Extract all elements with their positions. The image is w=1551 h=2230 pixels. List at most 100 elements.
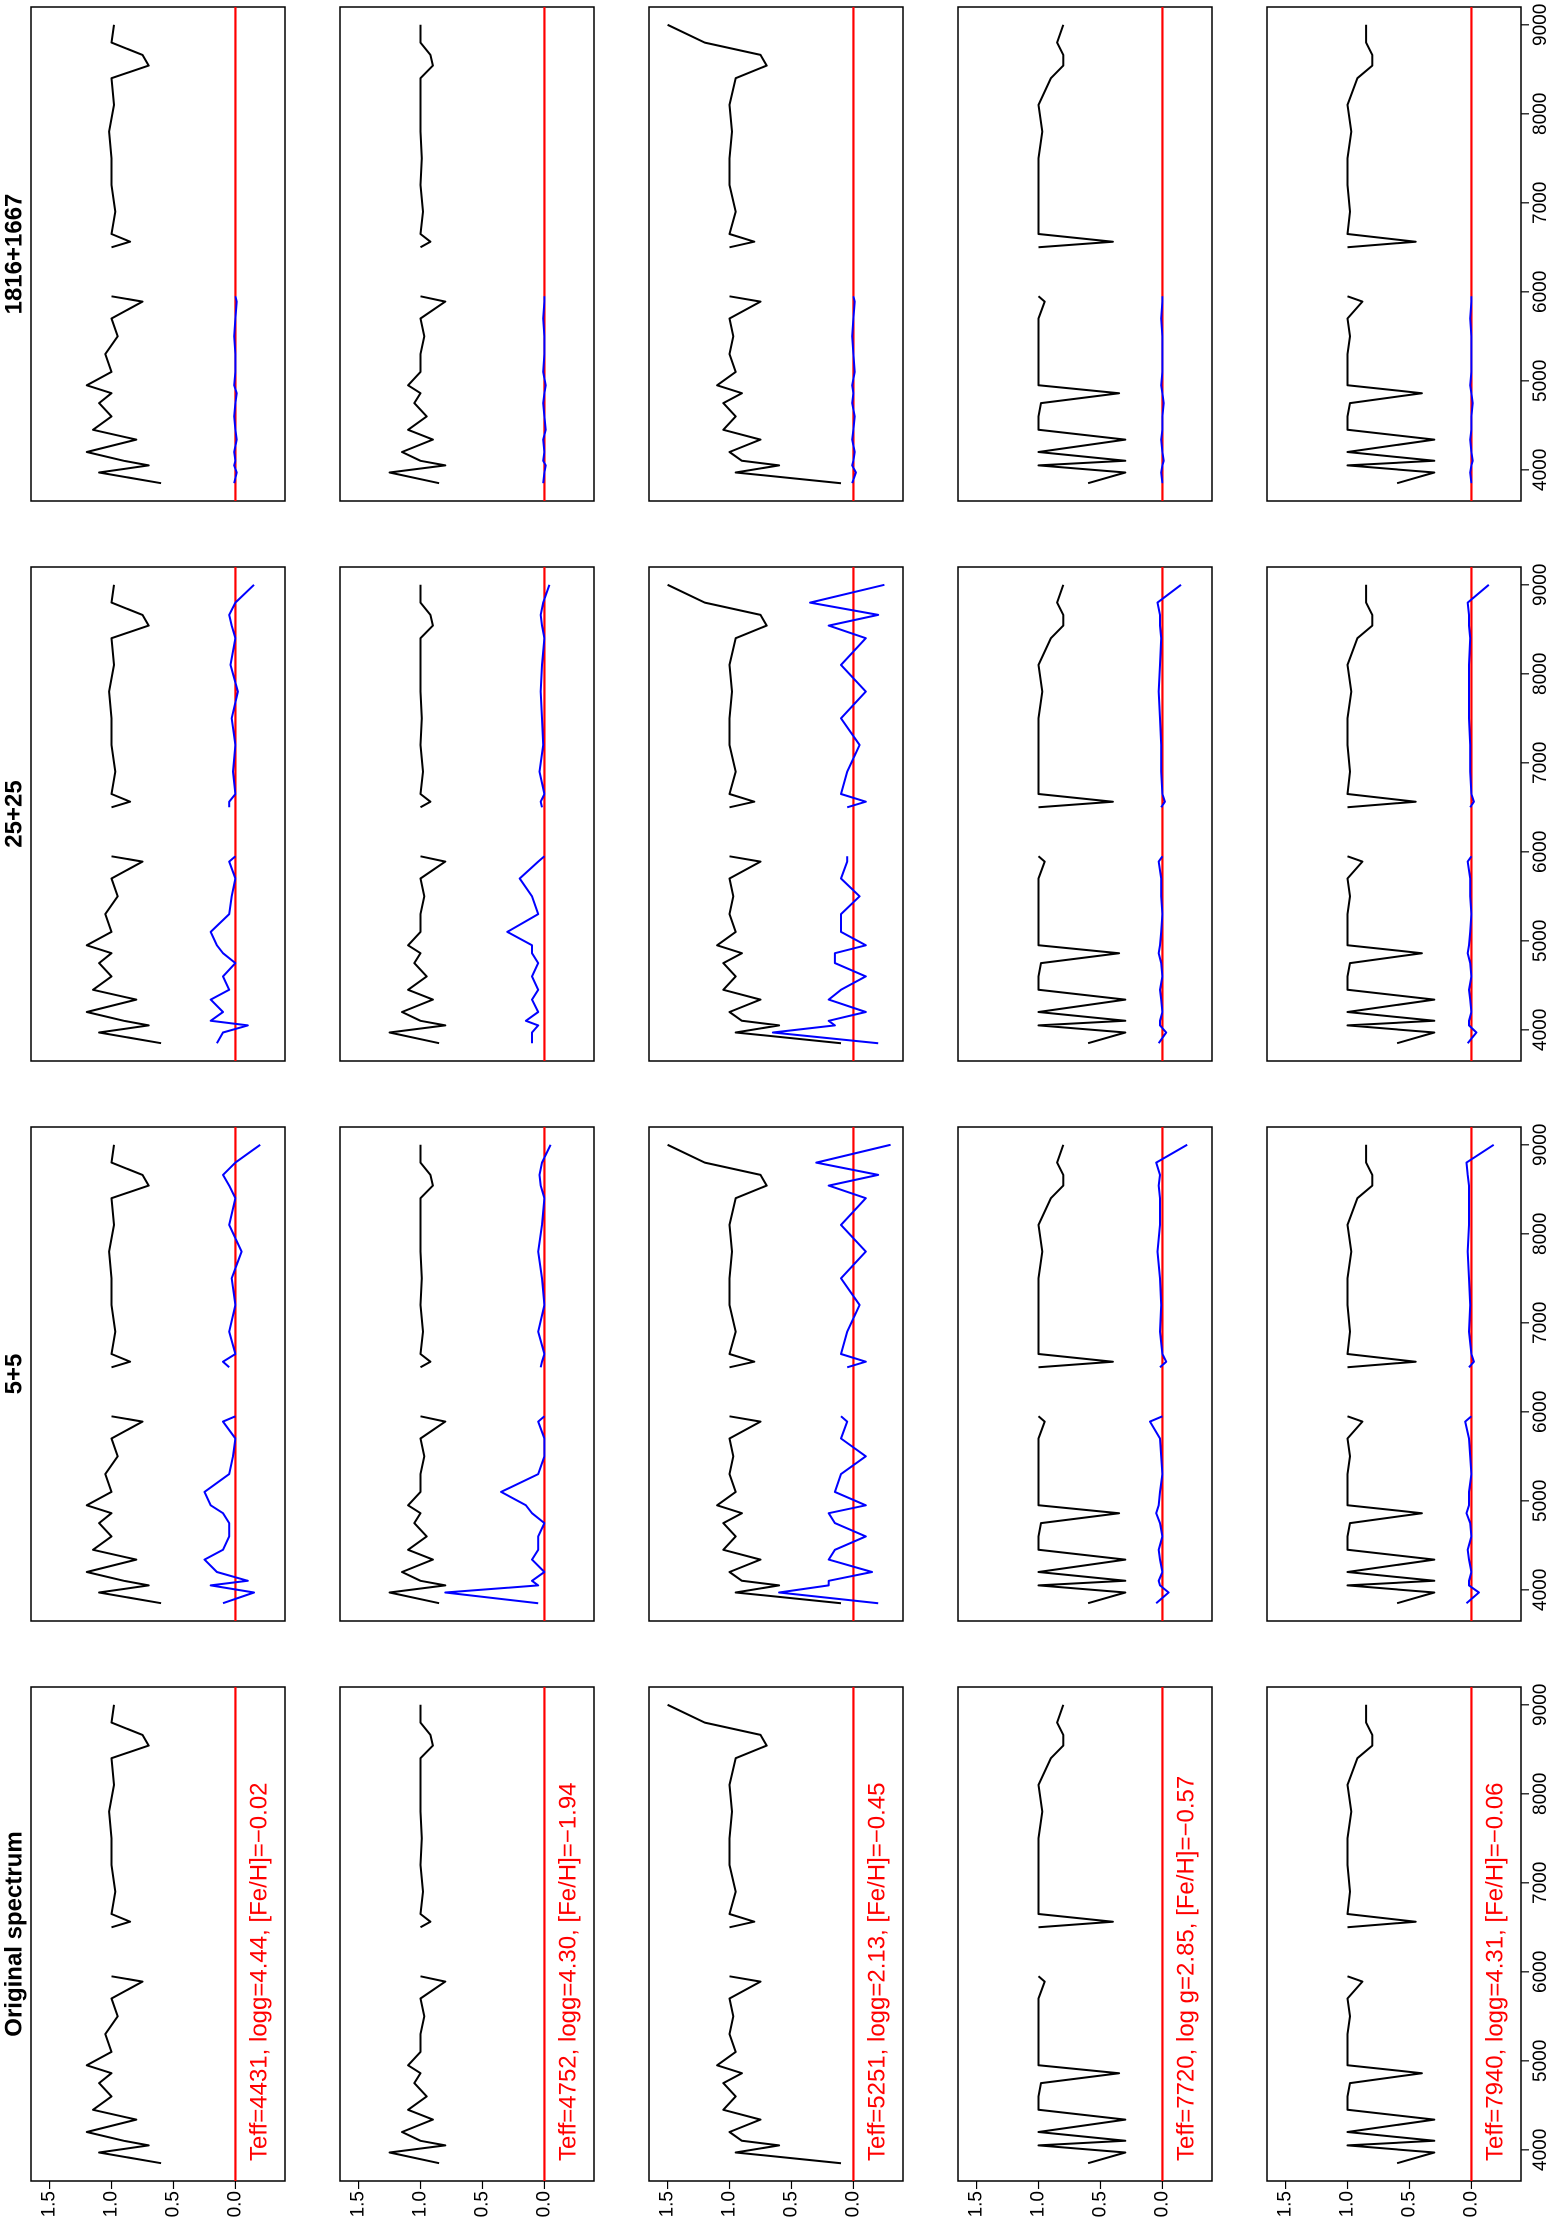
residual-line (1160, 296, 1165, 484)
x-tick-label: 8000 (1530, 1213, 1551, 1255)
residual-line (233, 296, 238, 484)
spectrum-line (1346, 24, 1436, 485)
panel-frame (648, 1686, 904, 2182)
panel (339, 566, 595, 1062)
y-tick-label: 1.5 (348, 2191, 369, 2217)
panel (648, 566, 904, 1062)
y-tick-label: 1.5 (39, 2191, 60, 2217)
residual-line (1466, 584, 1490, 1044)
panel (957, 1126, 1213, 1622)
spectrum-line (388, 1144, 447, 1605)
parameter-label: Teff=7940, logg=4.31, [Fe/H]=−0.06 (1482, 1782, 1509, 2161)
column-title: 1816+1667 (0, 194, 27, 315)
panel (957, 566, 1213, 1062)
spectrum-line (667, 1143, 842, 1605)
panel: 4000 5000 6000 7000 8000 9000 (1266, 1124, 1551, 1622)
y-tick-label: 0.5 (1090, 2191, 1111, 2217)
spectrum-line (85, 1704, 162, 2165)
panel-frame (30, 566, 286, 1062)
y-tick-label: 0.5 (472, 2191, 493, 2217)
spectrum-line (1037, 584, 1127, 1045)
spectrum-line (85, 24, 162, 485)
x-tick-label: 7000 (1530, 1302, 1551, 1344)
panel-frame (648, 1126, 904, 1622)
spectrum-line (388, 24, 447, 485)
spectrum-line (1346, 584, 1436, 1045)
spectrum-line (667, 583, 842, 1045)
panel (957, 6, 1213, 502)
x-tick-label: 9000 (1530, 1124, 1551, 1166)
y-tick-label: 0.0 (224, 2191, 245, 2217)
panel: Teff=4431, logg=4.44, [Fe/H]=−0.02 0.0 0.5… (30, 1686, 286, 2217)
x-tick-label: 4000 (1530, 2129, 1551, 2171)
spectrum-line (1037, 24, 1127, 485)
residual-line (1469, 296, 1474, 484)
y-tick-label: 0.0 (842, 2191, 863, 2217)
panel: 4000 5000 6000 7000 8000 9000 (1266, 564, 1551, 1062)
x-tick-label: 6000 (1530, 831, 1551, 873)
y-tick-label: 1.5 (966, 2191, 987, 2217)
panel (30, 1126, 286, 1622)
y-tick-label: 1.0 (1028, 2191, 1049, 2217)
y-tick-label: 0.0 (1460, 2191, 1481, 2217)
x-tick-label: 7000 (1530, 182, 1551, 224)
x-tick-label: 5000 (1530, 920, 1551, 962)
panel (648, 6, 904, 502)
x-tick-label: 4000 (1530, 449, 1551, 491)
parameter-label: Teff=5251, logg=2.13, [Fe/H]=−0.45 (864, 1782, 891, 2161)
y-tick-label: 1.0 (410, 2191, 431, 2217)
y-tick-label: 0.0 (533, 2191, 554, 2217)
column-title: 25+25 (0, 780, 27, 847)
panel (648, 1126, 904, 1622)
residual-line (1464, 1143, 1495, 1604)
panel-frame (957, 566, 1213, 1062)
y-tick-label: 1.5 (657, 2191, 678, 2217)
panel-frame (339, 6, 595, 502)
spectrum-line (1346, 1704, 1436, 2165)
parameter-label: Teff=4752, logg=4.30, [Fe/H]=−1.94 (555, 1782, 582, 2161)
residual-line (444, 1144, 552, 1605)
x-tick-label: 9000 (1530, 564, 1551, 606)
x-tick-label: 6000 (1530, 271, 1551, 313)
spectrum-line (1346, 1144, 1436, 1605)
x-tick-label: 5000 (1530, 2040, 1551, 2082)
panel-frame (30, 1686, 286, 2182)
x-tick-label: 6000 (1530, 1951, 1551, 1993)
x-tick-label: 9000 (1530, 4, 1551, 46)
panel-frame (339, 1126, 595, 1622)
spectrum-line (1037, 1144, 1127, 1605)
x-tick-label: 4000 (1530, 1009, 1551, 1051)
residual-line (1149, 1143, 1188, 1604)
y-tick-label: 0.0 (1151, 2191, 1172, 2217)
panel: Teff=7720, log g=2.85, [Fe/H]=−0.57 0.0 0.… (957, 1686, 1213, 2217)
spectrum-line (85, 1144, 162, 1605)
panel: Teff=5251, logg=2.13, [Fe/H]=−0.45 0.0 0.5… (648, 1686, 904, 2217)
x-tick-label: 9000 (1530, 1684, 1551, 1726)
column-title: 5+5 (0, 1354, 27, 1395)
spectrum-line (667, 23, 842, 485)
panel-frame (648, 566, 904, 1062)
panel-frame (957, 1126, 1213, 1622)
residual-line (771, 583, 885, 1045)
parameter-label: Teff=7720, log g=2.85, [Fe/H]=−0.57 (1173, 1776, 1200, 2161)
x-tick-label: 8000 (1530, 93, 1551, 135)
panel (30, 6, 286, 502)
spectrum-line (388, 584, 447, 1045)
x-tick-label: 4000 (1530, 1569, 1551, 1611)
y-tick-label: 1.5 (1275, 2191, 1296, 2217)
x-tick-label: 8000 (1530, 1773, 1551, 1815)
panel-frame (30, 1126, 286, 1622)
y-tick-label: 1.0 (101, 2191, 122, 2217)
residual-line (542, 296, 547, 484)
panel-frame (1266, 566, 1522, 1062)
panel (30, 566, 286, 1062)
panel-frame (30, 6, 286, 502)
spectrum-line (667, 1703, 842, 2165)
residual-line (778, 1143, 891, 1605)
spectrum-line (388, 1704, 447, 2165)
panel-frame (957, 6, 1213, 502)
column-title: Original spectrum (0, 1831, 27, 2036)
residual-line (209, 584, 255, 1044)
